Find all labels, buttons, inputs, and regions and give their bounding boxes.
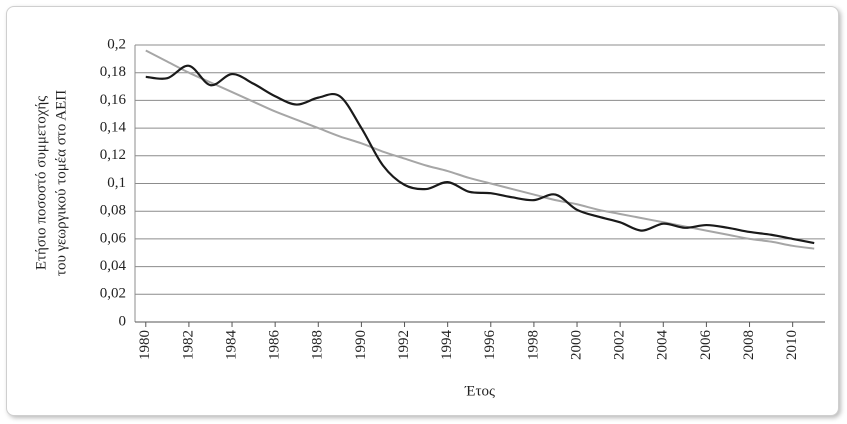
y-tick-label: 0,18 xyxy=(100,64,126,80)
y-axis-label: Ετήσιο ποσοστό συμμετοχής xyxy=(33,96,49,270)
x-tick-label: 1992 xyxy=(396,330,412,360)
y-tick-label: 0,08 xyxy=(100,203,126,219)
x-tick-label: 1998 xyxy=(525,330,541,360)
x-tick-label: 2010 xyxy=(784,330,800,360)
x-tick-label: 1984 xyxy=(223,330,239,361)
y-tick-label: 0,02 xyxy=(100,286,126,302)
y-axis-label: του γεωργικού τομέα στο ΑΕΠ xyxy=(53,90,69,276)
x-tick-label: 1988 xyxy=(310,330,326,360)
x-tick-label: 2000 xyxy=(568,330,584,360)
x-tick-label: 1996 xyxy=(482,330,498,361)
x-tick-label: 1980 xyxy=(137,330,153,360)
series-line xyxy=(145,49,815,250)
y-tick-label: 0 xyxy=(119,313,127,329)
x-tick-label: 1990 xyxy=(353,330,369,360)
x-tick-label: 2002 xyxy=(612,330,628,360)
y-tick-label: 0,14 xyxy=(100,120,127,136)
x-tick-label: 1994 xyxy=(439,330,455,361)
y-tick-label: 0,06 xyxy=(100,230,127,246)
x-tick-label: 2004 xyxy=(655,330,671,361)
x-tick-label: 2006 xyxy=(698,330,714,361)
x-tick-label: 2008 xyxy=(741,330,757,360)
y-tick-label: 0,1 xyxy=(107,175,126,191)
series-line xyxy=(145,64,815,245)
y-tick-label: 0,16 xyxy=(100,92,127,108)
x-tick-label: 1986 xyxy=(267,330,283,361)
x-axis-label: Έτος xyxy=(464,383,495,399)
y-tick-label: 0,2 xyxy=(107,36,126,52)
y-tick-label: 0,04 xyxy=(100,258,127,274)
x-tick-label: 1982 xyxy=(180,330,196,360)
y-tick-label: 0,12 xyxy=(100,147,126,163)
